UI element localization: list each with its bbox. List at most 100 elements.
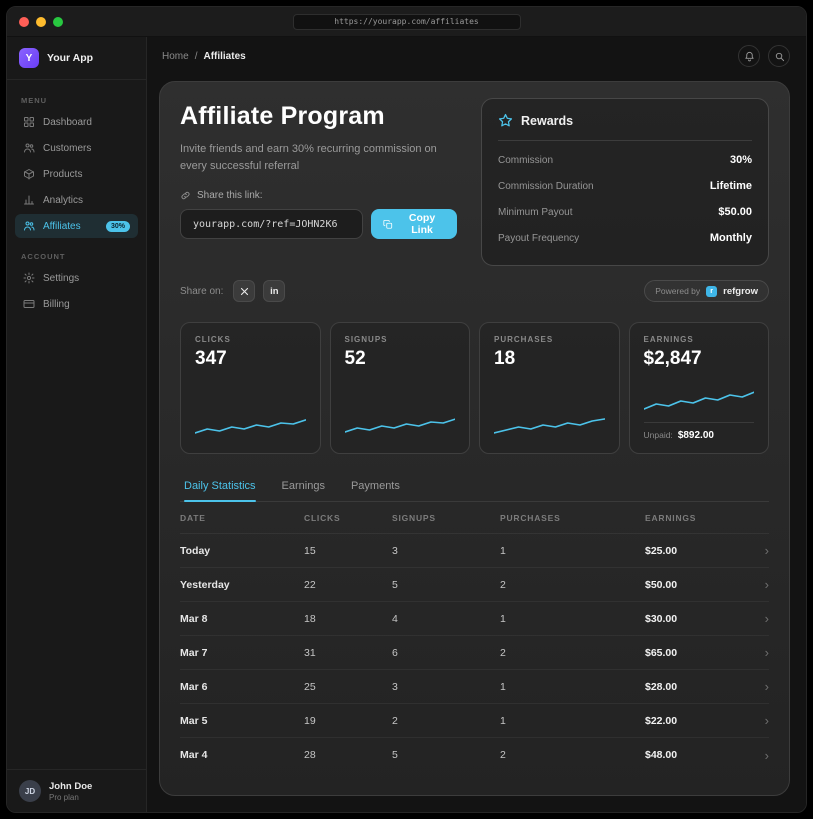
stat-value: 347 <box>195 348 227 369</box>
tab-daily-statistics[interactable]: Daily Statistics <box>184 474 256 502</box>
reward-label: Payout Frequency <box>498 232 580 244</box>
maximize-window-button[interactable] <box>53 16 63 27</box>
cell-purchases: 1 <box>500 544 506 557</box>
breadcrumb-current: Affiliates <box>203 50 246 62</box>
tab-earnings[interactable]: Earnings <box>281 480 325 492</box>
copy-link-button[interactable]: Copy Link <box>371 209 457 239</box>
table-row[interactable]: Today 15 3 1 $25.00 › <box>180 534 769 568</box>
reward-row-min-payout: Minimum Payout $50.00 <box>498 199 752 225</box>
stat-card-earnings: EARNINGS $2,847 Unpaid: $892.00 <box>628 322 769 454</box>
cell-earnings: $28.00 <box>645 680 678 693</box>
account-section-label: ACCOUNT <box>21 252 66 261</box>
search-icon <box>775 52 784 61</box>
copy-link-label: Copy Link <box>408 212 436 236</box>
cell-date: Yesterday <box>180 578 230 591</box>
stat-value: 52 <box>344 348 366 369</box>
sidebar-item-label: Analytics <box>43 194 84 206</box>
affiliates-icon <box>23 220 35 232</box>
cell-signups: 6 <box>392 646 398 659</box>
copy-icon <box>383 219 393 229</box>
topbar: Home / Affiliates <box>147 37 806 75</box>
table-row[interactable]: Yesterday 22 5 2 $50.00 › <box>180 568 769 602</box>
cell-signups: 5 <box>392 578 398 591</box>
table-row[interactable]: Mar 8 18 4 1 $30.00 › <box>180 602 769 636</box>
share-linkedin-button[interactable]: in <box>263 280 286 302</box>
link-icon <box>181 191 190 200</box>
column-header-clicks: CLICKS <box>304 512 341 523</box>
sidebar-item-label: Dashboard <box>43 116 92 128</box>
powered-by-badge[interactable]: Powered by r refgrow <box>644 280 769 302</box>
sparkline-earnings <box>643 378 754 416</box>
cell-clicks: 19 <box>304 714 316 727</box>
main-content: Home / Affiliates Affiliat <box>147 37 806 812</box>
table-header: DATE CLICKS SIGNUPS PURCHASES EARNINGS <box>180 502 769 534</box>
cell-clicks: 25 <box>304 680 316 693</box>
table-row[interactable]: Mar 6 25 3 1 $28.00 › <box>180 670 769 704</box>
unpaid-value: $892.00 <box>677 430 714 441</box>
address-bar[interactable]: https://yourapp.com/affiliates <box>292 13 521 30</box>
window-controls <box>19 16 63 27</box>
x-logo-icon <box>240 287 248 295</box>
rewards-title: Rewards <box>521 113 574 128</box>
sparkline-signups <box>344 378 455 441</box>
reward-row-commission: Commission 30% <box>498 147 752 173</box>
sidebar: Y Your App MENU Dashboard Customers <box>7 37 147 812</box>
sidebar-item-settings[interactable]: Settings <box>15 266 138 290</box>
user-plan: Pro plan <box>49 792 79 802</box>
page-title: Affiliate Program <box>180 102 385 130</box>
topbar-actions <box>738 45 790 67</box>
rewards-card: Rewards Commission 30% Commission Durati… <box>481 98 769 266</box>
reward-label: Commission <box>498 154 554 166</box>
chevron-right-icon: › <box>764 645 769 660</box>
cell-date: Mar 7 <box>180 646 208 659</box>
reward-value: Lifetime <box>709 180 752 192</box>
referral-link-input[interactable] <box>180 209 364 239</box>
share-x-button[interactable] <box>233 280 256 302</box>
search-button[interactable] <box>768 45 790 67</box>
gear-icon <box>23 272 35 284</box>
sidebar-item-analytics[interactable]: Analytics <box>15 188 138 212</box>
stat-value: 18 <box>494 348 516 369</box>
cell-earnings: $65.00 <box>645 646 678 659</box>
cell-earnings: $22.00 <box>645 714 678 727</box>
cell-clicks: 31 <box>304 646 316 659</box>
sidebar-header: Y Your App <box>7 37 146 80</box>
cell-clicks: 15 <box>304 544 316 557</box>
cell-clicks: 18 <box>304 612 316 625</box>
close-window-button[interactable] <box>19 16 29 27</box>
sidebar-item-billing[interactable]: Billing <box>15 292 138 316</box>
minimize-window-button[interactable] <box>36 16 46 27</box>
chevron-right-icon: › <box>764 713 769 728</box>
chevron-right-icon: › <box>764 577 769 592</box>
chevron-right-icon: › <box>764 679 769 694</box>
reward-value: 30% <box>729 154 752 166</box>
cell-earnings: $48.00 <box>645 749 678 761</box>
breadcrumb-home[interactable]: Home <box>162 50 189 62</box>
chevron-right-icon: › <box>764 611 769 626</box>
cell-signups: 5 <box>392 749 398 761</box>
hero-left: Affiliate Program Invite friends and ear… <box>180 98 457 266</box>
sidebar-item-label: Billing <box>43 298 70 310</box>
bar-chart-icon <box>23 194 35 206</box>
sidebar-item-customers[interactable]: Customers <box>15 136 138 160</box>
cell-date: Mar 6 <box>180 680 208 693</box>
stat-value: $2,847 <box>643 348 702 369</box>
stat-card-signups: SIGNUPS 52 <box>329 322 470 454</box>
user-menu[interactable]: JD John Doe Pro plan <box>7 769 146 812</box>
tabs: Daily Statistics Earnings Payments <box>180 474 769 502</box>
table-row[interactable]: Mar 5 19 2 1 $22.00 › <box>180 704 769 738</box>
sidebar-item-affiliates[interactable]: Affiliates 30% <box>15 214 138 238</box>
user-name: John Doe <box>49 780 93 792</box>
reward-label: Minimum Payout <box>498 206 573 218</box>
sidebar-nav: MENU Dashboard Customers <box>7 80 146 769</box>
table-row[interactable]: Mar 4 28 5 2 $48.00 › <box>180 738 769 772</box>
tab-payments[interactable]: Payments <box>350 480 400 492</box>
table-row[interactable]: Mar 7 31 6 2 $65.00 › <box>180 636 769 670</box>
sidebar-item-dashboard[interactable]: Dashboard <box>15 110 138 134</box>
notifications-button[interactable] <box>738 45 760 67</box>
sidebar-item-products[interactable]: Products <box>15 162 138 186</box>
linkedin-icon: in <box>270 285 279 297</box>
user-avatar: JD <box>19 780 41 802</box>
cell-purchases: 2 <box>500 646 506 659</box>
unpaid-label: Unpaid: <box>643 430 673 440</box>
